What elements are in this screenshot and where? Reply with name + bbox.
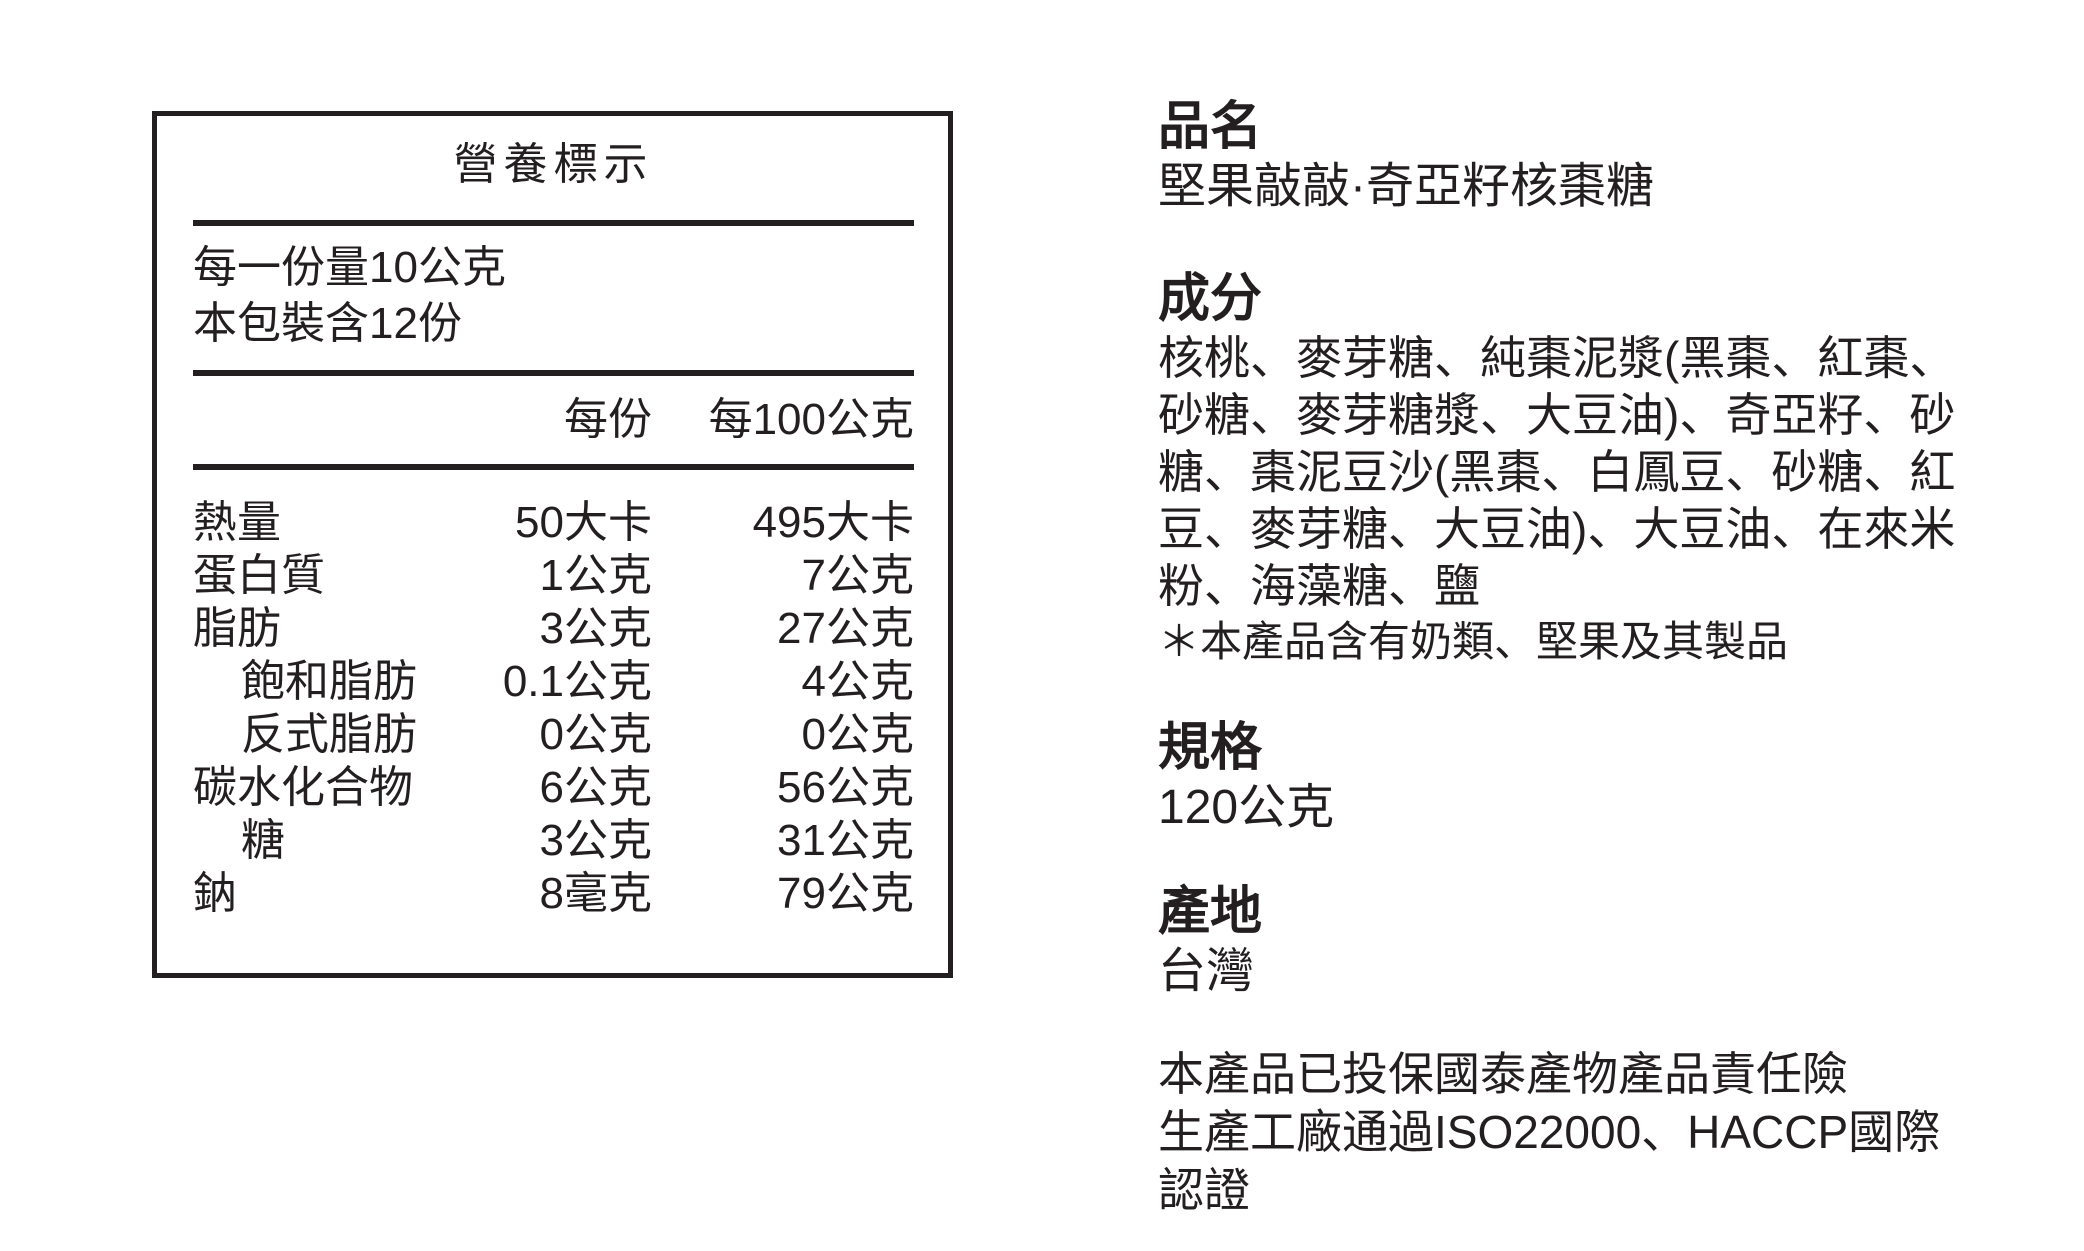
nutrition-row: 飽和脂肪 0.1公克 4公克 (193, 655, 914, 708)
origin-section: 產地 台灣 (1158, 881, 1978, 1001)
nutrition-rows: 熱量 50大卡 495大卡蛋白質 1公克 7公克脂肪 3公克 27公克飽和脂肪 0.1公克 4公… (193, 496, 914, 920)
nutrition-row: 糖 3公克 31公克 (193, 814, 914, 867)
nutrient-label: 糖 (241, 816, 285, 865)
per-100g-value: 7公克 (801, 551, 914, 600)
product-name-heading: 品名 (1158, 98, 1263, 156)
nutrition-row: 熱量 50大卡 495大卡 (193, 496, 914, 549)
serving-size-line: 每一份量10公克 (193, 243, 506, 292)
divider (193, 220, 914, 226)
nutrient-label: 脂肪 (193, 604, 281, 653)
per-serving-header: 每份 (564, 395, 652, 444)
product-name-value: 堅果敲敲·奇亞籽核棗糖 (1158, 160, 1654, 213)
divider (193, 464, 914, 470)
nutrition-row: 碳水化合物 6公克 56公克 (193, 761, 914, 814)
per-serving-value: 3公克 (539, 604, 652, 653)
nutrition-title: 營養標示 (453, 140, 654, 189)
allergen-note: ＊本產品含有奶類、堅果及其製品 (1158, 618, 1789, 665)
column-header-row: 每份 每100公克 (193, 392, 914, 448)
per-100g-value: 79公克 (777, 869, 914, 918)
per-serving-value: 1公克 (539, 551, 652, 600)
specification-section: 規格 120公克 (1158, 717, 1978, 837)
per-100g-header: 每100公克 (708, 395, 914, 444)
origin-heading: 產地 (1158, 883, 1263, 941)
product-name-section: 品名 堅果敲敲·奇亞籽核棗糖 (1158, 96, 1978, 216)
per-100g-value: 31公克 (777, 816, 914, 865)
per-serving-value: 6公克 (539, 763, 652, 812)
per-serving-value: 0.1公克 (502, 657, 652, 706)
servings-per-package-line: 本包裝含12份 (193, 299, 462, 348)
per-100g-value: 56公克 (777, 763, 914, 812)
ingredients-value: 核桃、麥芽糖、純棗泥漿(黑棗、紅棗、砂糖、麥芽糖漿、大豆油)、奇亞籽、砂糖、棗泥… (1158, 332, 1956, 612)
nutrition-row: 反式脂肪 0公克 0公克 (193, 708, 914, 761)
certification-footer: 本產品已投保國泰產物產品責任險 生產工廠通過ISO22000、HACCP國際認證 (1158, 1045, 1978, 1219)
nutrient-label: 反式脂肪 (241, 710, 417, 759)
nutrition-row: 鈉 8毫克 79公克 (193, 867, 914, 920)
nutrition-row: 蛋白質 1公克 7公克 (193, 549, 914, 602)
per-100g-value: 4公克 (801, 657, 914, 706)
per-serving-value: 0公克 (539, 710, 652, 759)
nutrient-label: 飽和脂肪 (241, 657, 417, 706)
per-100g-value: 495大卡 (752, 498, 914, 547)
certification-line: 生產工廠通過ISO22000、HACCP國際認證 (1158, 1106, 1941, 1216)
per-100g-value: 0公克 (801, 710, 914, 759)
product-info-panel: 品名 堅果敲敲·奇亞籽核棗糖 成分 核桃、麥芽糖、純棗泥漿(黑棗、紅棗、砂糖、麥… (1158, 96, 1978, 1219)
divider (193, 370, 914, 376)
per-serving-value: 8毫克 (539, 869, 652, 918)
origin-value: 台灣 (1158, 945, 1255, 998)
nutrient-label: 熱量 (193, 498, 281, 547)
nutrient-label: 鈉 (193, 869, 237, 918)
nutrient-label: 蛋白質 (193, 551, 325, 600)
per-100g-value: 27公克 (777, 604, 914, 653)
specification-value: 120公克 (1158, 781, 1335, 834)
insurance-line: 本產品已投保國泰產物產品責任險 (1158, 1048, 1848, 1100)
specification-heading: 規格 (1158, 719, 1263, 777)
nutrition-facts-panel: 營養標示 每一份量10公克 本包裝含12份 每份 每100公克 熱量 50大卡 49… (152, 111, 953, 978)
per-serving-value: 3公克 (539, 816, 652, 865)
ingredients-heading: 成分 (1158, 270, 1263, 328)
nutrient-label: 碳水化合物 (193, 763, 413, 812)
ingredients-section: 成分 核桃、麥芽糖、純棗泥漿(黑棗、紅棗、砂糖、麥芽糖漿、大豆油)、奇亞籽、砂糖… (1158, 268, 1978, 669)
serving-info: 每一份量10公克 本包裝含12份 (193, 240, 914, 352)
per-serving-value: 50大卡 (515, 498, 652, 547)
empty-header-cell (193, 392, 452, 448)
nutrition-row: 脂肪 3公克 27公克 (193, 602, 914, 655)
